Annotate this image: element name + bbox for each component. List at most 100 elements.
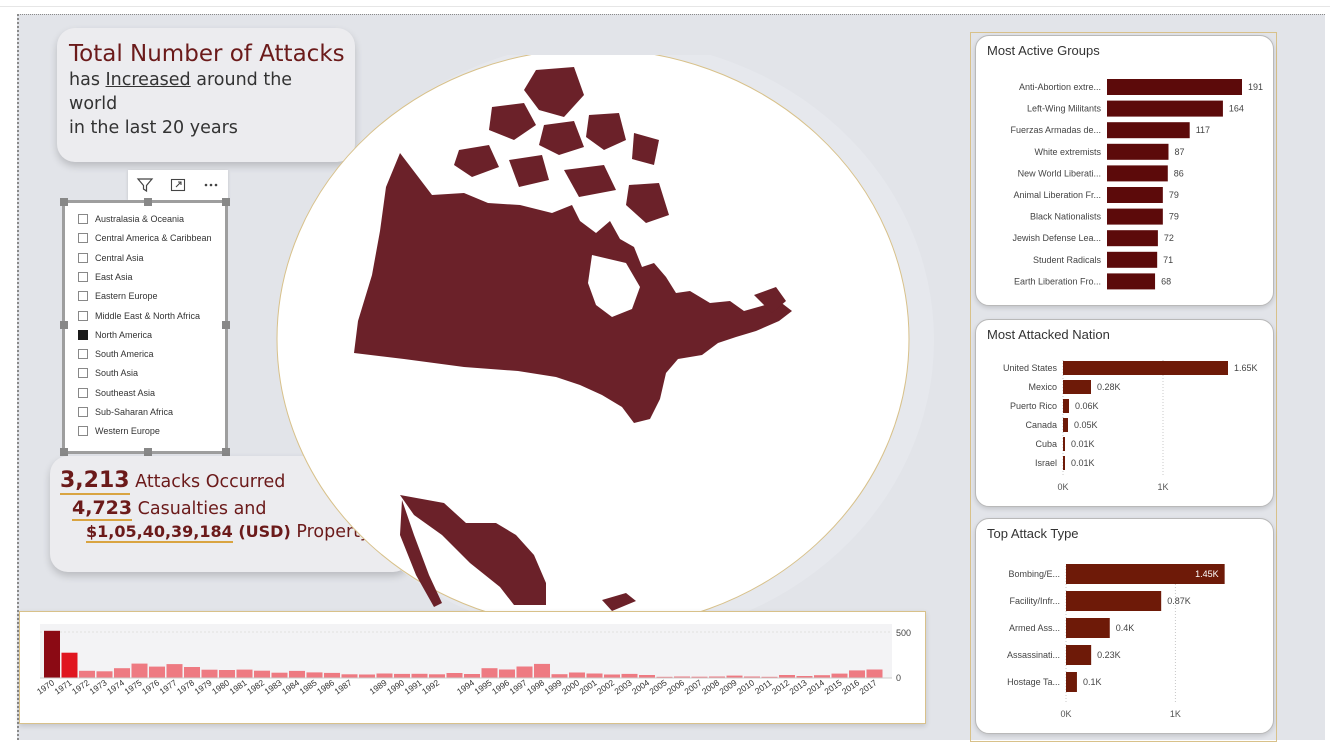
x-tick-label: 0K (1060, 709, 1071, 719)
bar-value-label: 0.87K (1167, 596, 1191, 606)
checkbox[interactable] (78, 252, 88, 263)
checkbox[interactable] (78, 271, 88, 282)
checkbox[interactable] (78, 214, 88, 224)
slicer-item[interactable]: Central Asia (78, 252, 144, 263)
resize-handle[interactable] (222, 321, 230, 329)
bar (376, 673, 393, 678)
checkbox[interactable] (78, 426, 88, 437)
slicer-item[interactable]: North America (78, 329, 152, 340)
slicer-item[interactable]: Middle East & North Africa (78, 310, 200, 321)
bar (1066, 564, 1225, 584)
slicer-item[interactable]: Eastern Europe (78, 291, 158, 302)
slicer-item[interactable]: Western Europe (78, 426, 160, 437)
slicer-item-label: East Asia (95, 271, 133, 282)
bar-value-label: 86 (1174, 168, 1184, 178)
property-loss-unit: (USD) (232, 522, 291, 541)
checkbox[interactable] (78, 349, 88, 360)
bar-category-label: Facility/Infr... (1009, 596, 1060, 606)
bar (656, 676, 673, 678)
bar (1107, 122, 1190, 139)
bar-category-label: United States (1003, 363, 1058, 373)
bar (61, 652, 78, 678)
slicer-item[interactable]: Australasia & Oceania (78, 214, 184, 224)
filter-icon[interactable] (128, 170, 161, 200)
bar (586, 673, 603, 678)
bar (621, 673, 638, 678)
resize-handle[interactable] (60, 321, 68, 329)
resize-handle[interactable] (144, 198, 152, 206)
focus-mode-icon[interactable] (161, 170, 194, 200)
attacks-count: 3,213 (60, 468, 130, 495)
bar-category-label: Black Nationalists (1030, 212, 1102, 222)
resize-handle[interactable] (222, 198, 230, 206)
bar (219, 670, 235, 678)
bar (324, 672, 340, 678)
headline-suffix: around the (190, 70, 293, 90)
headline-prefix: has (69, 70, 106, 90)
bar-value-label: 0.1K (1083, 677, 1102, 687)
headline-title: Total Number of Attacks (69, 41, 345, 67)
headline-line-1: has Increased around the (69, 70, 292, 90)
bar-category-label: New World Liberati... (1018, 168, 1101, 178)
bar-category-label: Jewish Defense Lea... (1012, 233, 1101, 243)
headline-emphasis: Increased (105, 70, 191, 90)
bar-category-label: Assassinati... (1007, 650, 1060, 660)
yearly-attacks-chart: 1970197119721973197419751976197719781979… (35, 624, 911, 696)
bar-value-label: 68 (1161, 276, 1171, 286)
bar (114, 668, 130, 678)
bar (201, 669, 218, 678)
bar-value-label: 164 (1229, 104, 1244, 114)
bar (691, 676, 708, 678)
casualties-count: 4,723 (72, 497, 133, 521)
resize-handle[interactable] (60, 198, 68, 206)
slicer-item[interactable]: Central America & Caribbean (78, 233, 212, 244)
bar (1063, 437, 1065, 451)
bar (44, 630, 60, 678)
top-attack-type-panel: Top Attack Type Bombing/E... 1.45K Facilit… (975, 518, 1274, 734)
slicer-item[interactable]: Southeast Asia (78, 387, 155, 398)
bar (1107, 230, 1158, 247)
bar-category-label: Earth Liberation Fro... (1014, 276, 1101, 286)
bar (569, 672, 585, 678)
slicer-item-label: Central America & Caribbean (95, 233, 212, 244)
slicer-item[interactable]: Sub-Saharan Africa (78, 407, 173, 417)
bar (1107, 79, 1242, 95)
bar-value-label: 117 (1196, 125, 1210, 135)
checkbox[interactable] (78, 368, 88, 379)
bar-value-label: 79 (1169, 212, 1179, 222)
checkbox[interactable] (78, 310, 88, 321)
region-map[interactable] (274, 55, 944, 655)
checkbox[interactable] (78, 387, 88, 398)
more-options-icon[interactable] (194, 170, 227, 200)
bar (534, 663, 550, 678)
bar (831, 673, 848, 678)
resize-handle[interactable] (144, 448, 152, 456)
checkbox[interactable] (78, 329, 88, 340)
bar-value-label: 0.28K (1097, 382, 1121, 392)
nation-bar-chart: United States 1.65K Mexico 0.28K Puerto Rico… (1003, 360, 1258, 492)
headline-line-2: world (69, 94, 118, 114)
checkbox[interactable] (78, 291, 88, 302)
bar-category-label: Canada (1025, 420, 1057, 430)
resize-handle[interactable] (222, 448, 230, 456)
bar-value-label: 79 (1169, 190, 1179, 200)
groups-bar-chart: Anti-Abortion extre... 191 Left-Wing Milit… (1010, 79, 1263, 290)
bar-category-label: Mexico (1028, 382, 1057, 392)
bar (166, 664, 183, 678)
bar-value-label: 0.06K (1075, 401, 1099, 411)
bar (96, 671, 113, 678)
bar (551, 674, 568, 678)
bar (1107, 187, 1163, 203)
slicer-item[interactable]: South Asia (78, 368, 139, 379)
property-loss-amount: $1,05,40,39,184 (86, 522, 233, 543)
x-tick-label: 0K (1057, 482, 1068, 492)
yearly-attacks-timeline: 1970 1971 1972 1973 1974 1975 1976 1977 1978 1979… (19, 611, 926, 724)
slicer-item[interactable]: East Asia (78, 271, 133, 282)
checkbox[interactable] (78, 407, 88, 417)
slicer-item[interactable]: South America (78, 349, 154, 360)
checkbox[interactable] (78, 233, 88, 244)
x-tick-label: 1K (1170, 709, 1181, 719)
headline-line-3: in the last 20 years (69, 118, 238, 138)
slicer-item-label: South Asia (95, 368, 139, 379)
resize-handle[interactable] (60, 448, 68, 456)
